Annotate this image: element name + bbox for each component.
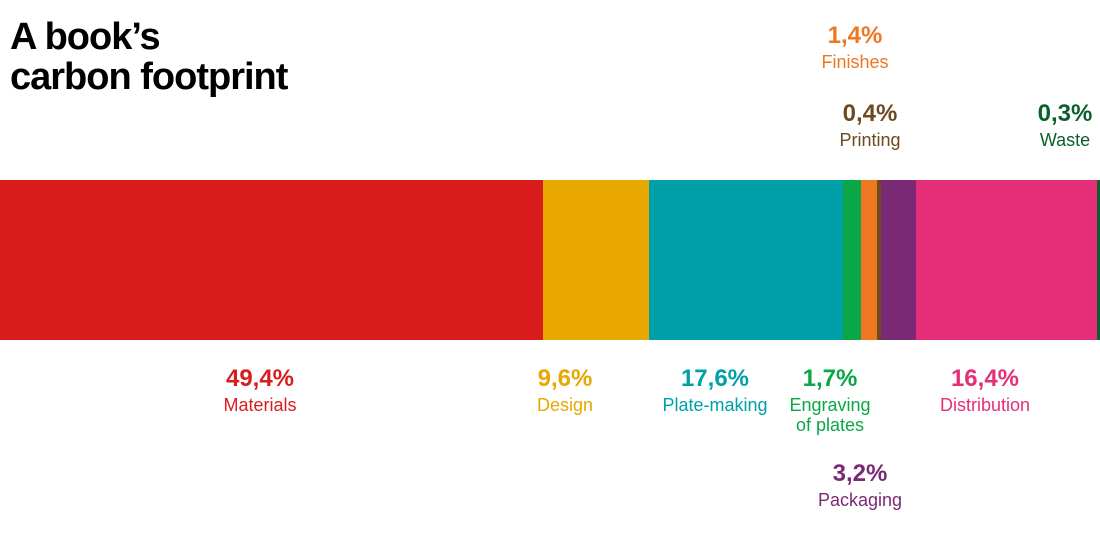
label-name-platemaking: Plate-making (662, 395, 767, 416)
segment-distribution (916, 180, 1096, 340)
stacked-bar (0, 180, 1100, 340)
label-finishes: 1,4%Finishes (821, 22, 888, 72)
label-engraving: 1,7%Engravingof plates (789, 365, 870, 436)
label-pct-engraving: 1,7% (789, 365, 870, 393)
segment-design (543, 180, 649, 340)
label-name-waste: Waste (1038, 130, 1093, 151)
label-printing: 0,4%Printing (839, 100, 900, 150)
label-name-distribution: Distribution (940, 395, 1030, 416)
segment-materials (0, 180, 543, 340)
label-pct-finishes: 1,4% (821, 22, 888, 50)
label-pct-waste: 0,3% (1038, 100, 1093, 128)
segment-waste (1097, 180, 1100, 340)
label-platemaking: 17,6%Plate-making (662, 365, 767, 415)
label-design: 9,6%Design (537, 365, 593, 415)
label-pct-packaging: 3,2% (818, 460, 902, 488)
label-pct-printing: 0,4% (839, 100, 900, 128)
segment-packaging (881, 180, 916, 340)
label-pct-platemaking: 17,6% (662, 365, 767, 393)
chart-title-line1: A book’s (10, 18, 287, 58)
label-waste: 0,3%Waste (1038, 100, 1093, 150)
label-name-printing: Printing (839, 130, 900, 151)
segment-platemaking (649, 180, 843, 340)
chart-title-line2: carbon footprint (10, 58, 287, 98)
label-name-design: Design (537, 395, 593, 416)
label-pct-materials: 49,4% (223, 365, 296, 393)
label-pct-design: 9,6% (537, 365, 593, 393)
label-name-finishes: Finishes (821, 52, 888, 73)
segment-finishes (861, 180, 876, 340)
segment-engraving (843, 180, 862, 340)
label-name-engraving: Engravingof plates (789, 395, 870, 436)
label-distribution: 16,4%Distribution (940, 365, 1030, 415)
label-name-packaging: Packaging (818, 490, 902, 511)
label-pct-distribution: 16,4% (940, 365, 1030, 393)
label-materials: 49,4%Materials (223, 365, 296, 415)
chart-title: A book’s carbon footprint (10, 18, 287, 98)
label-name-materials: Materials (223, 395, 296, 416)
chart-canvas: { "title_line1": "A book’s", "title_line… (0, 0, 1100, 557)
label-packaging: 3,2%Packaging (818, 460, 902, 510)
